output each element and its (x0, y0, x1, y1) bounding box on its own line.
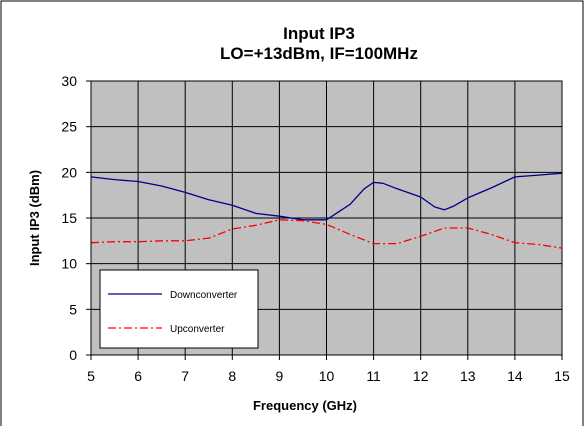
y-tick-label: 0 (69, 347, 77, 363)
x-tick-label: 6 (134, 368, 142, 384)
x-tick-label: 11 (366, 368, 381, 384)
x-tick-label: 12 (413, 368, 429, 384)
x-tick-label: 7 (181, 368, 189, 384)
y-tick-label: 5 (69, 301, 77, 317)
grid-lines (91, 81, 562, 355)
y-tick-label: 25 (61, 119, 77, 135)
series-line-downconverter (90, 172, 563, 221)
series-lines (90, 172, 563, 249)
x-tick-label: 10 (319, 368, 335, 384)
x-tick-label: 5 (87, 368, 95, 384)
chart-title-line-1: Input IP3 (283, 24, 355, 43)
legend-box (99, 269, 259, 349)
x-tick-label: 15 (554, 368, 570, 384)
legend-label-upconverter: Upconverter (170, 324, 225, 335)
x-tick-label: 13 (460, 368, 476, 384)
x-tick-label: 9 (276, 368, 284, 384)
y-axis-label: Input IP3 (dBm) (27, 170, 42, 266)
chart-title-line-2: LO=+13dBm, IF=100MHz (220, 44, 418, 63)
series-line-upconverter (90, 219, 563, 249)
y-tick-label: 15 (61, 210, 77, 226)
y-tick-label: 30 (61, 73, 77, 89)
y-tick-label: 20 (61, 164, 77, 180)
x-axis-label: Frequency (GHz) (253, 398, 357, 413)
y-tick-label: 10 (61, 256, 77, 272)
legend: Downconverter Upconverter (99, 269, 259, 349)
x-tick-label: 8 (228, 368, 236, 384)
legend-label-downconverter: Downconverter (170, 290, 238, 301)
x-tick-label: 14 (507, 368, 523, 384)
